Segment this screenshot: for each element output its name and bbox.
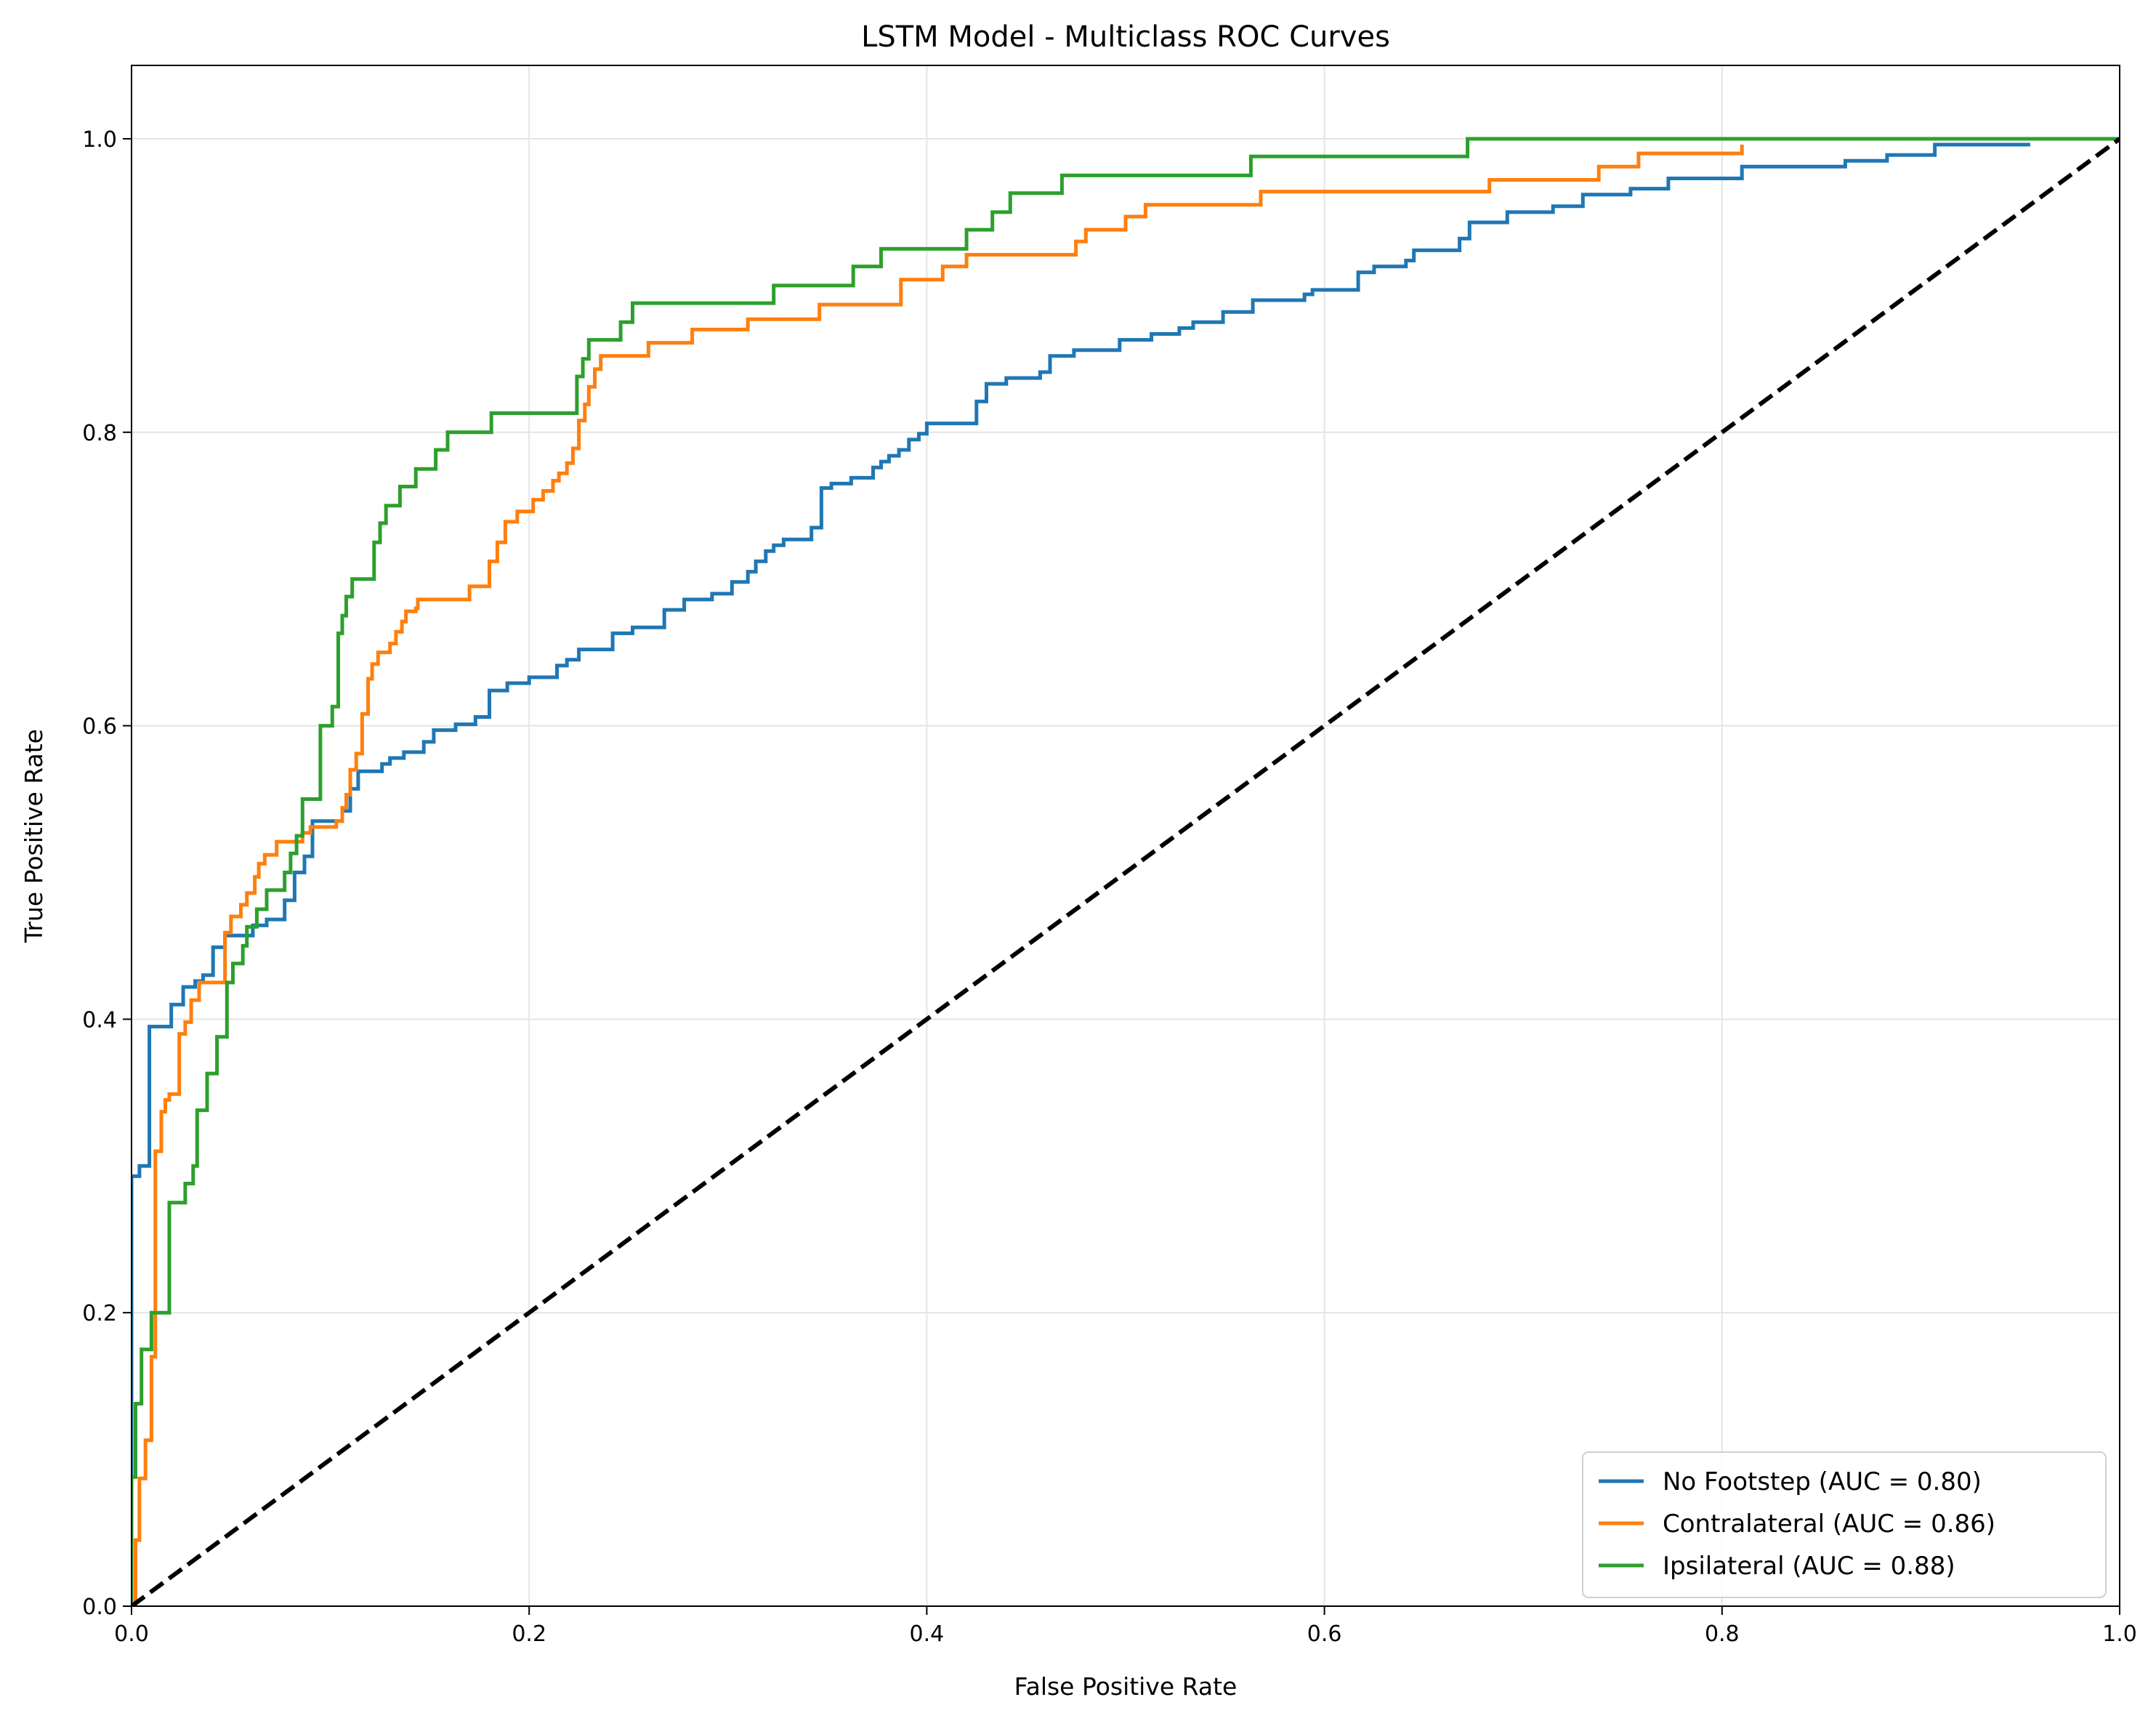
y-tick-label-0: 0.0	[82, 1595, 117, 1620]
grid	[131, 65, 2120, 1607]
x-tick-label-3: 0.6	[1307, 1621, 1342, 1647]
y-axis-label: True Positive Rate	[20, 729, 48, 943]
x-axis-label: False Positive Rate	[1014, 1672, 1238, 1701]
legend-label-2: Ipsilateral (AUC = 0.88)	[1663, 1552, 1955, 1581]
x-tick-label-0: 0.0	[114, 1621, 149, 1647]
diagonal-reference-line	[132, 137, 2120, 1606]
roc-curve-1	[132, 145, 1744, 1606]
roc-curve-2	[132, 137, 2120, 1606]
x-tick-label-2: 0.4	[910, 1621, 945, 1647]
plot-frame	[131, 65, 2120, 1607]
legend: No Footstep (AUC = 0.80) Contralateral (A…	[1582, 1451, 2107, 1598]
chart-title: LSTM Model - Multiclass ROC Curves	[861, 20, 1390, 54]
x-tick-label-5: 1.0	[2102, 1621, 2137, 1647]
series-layer	[132, 137, 2120, 1606]
x-tick-label-4: 0.8	[1705, 1621, 1740, 1647]
y-tick-label-1: 0.2	[82, 1301, 117, 1326]
legend-label-1: Contralateral (AUC = 0.86)	[1663, 1510, 1995, 1539]
x-tick-label-1: 0.2	[512, 1621, 546, 1647]
ticks: 0.0 0.2 0.4 0.6 0.8 1.0 0.0 0.2 0.4 0.6 0.8 1.0	[82, 127, 2137, 1647]
y-tick-label-2: 0.4	[82, 1007, 117, 1033]
roc-curve-0	[132, 142, 2030, 1606]
y-tick-label-3: 0.6	[82, 714, 117, 740]
y-tick-label-4: 0.8	[82, 421, 117, 446]
y-tick-label-5: 1.0	[82, 127, 117, 153]
legend-box	[1582, 1451, 2107, 1598]
legend-label-0: No Footstep (AUC = 0.80)	[1663, 1467, 1982, 1496]
